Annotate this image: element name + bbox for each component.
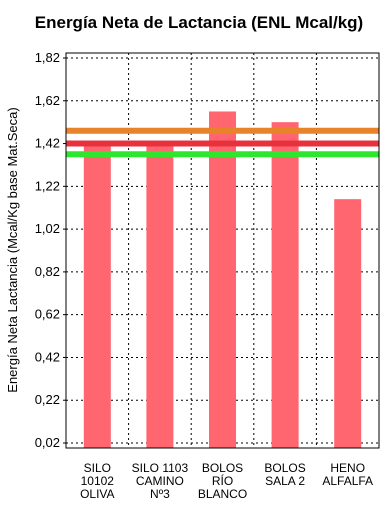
y-tick-label: 1,62 bbox=[35, 93, 60, 108]
y-tick-label: 0,62 bbox=[35, 307, 60, 322]
x-category-label: SALA 2 bbox=[265, 474, 305, 488]
bar bbox=[146, 141, 174, 448]
y-tick-labels: 0,02 0,22 0,42 0,62 0,82 1,02 1,22 1,42 1,62 1,82 bbox=[35, 50, 66, 450]
reference-lines bbox=[66, 127, 379, 158]
x-category-label: Nº3 bbox=[150, 487, 170, 501]
y-tick-label: 0,02 bbox=[35, 435, 60, 450]
bar bbox=[271, 122, 299, 449]
y-tick-label: 0,82 bbox=[35, 264, 60, 279]
bar bbox=[209, 111, 236, 448]
y-axis-label: Energía Neta Lactancia (Mcal/Kg base Mat… bbox=[5, 107, 20, 392]
x-category-label: RÍO bbox=[212, 473, 233, 488]
chart-title: Energía Neta de Lactancia (ENL Mcal/kg) bbox=[35, 13, 363, 32]
x-category-label: HENO bbox=[330, 461, 365, 475]
x-category-label: ALFALFA bbox=[322, 474, 373, 488]
y-tick-label: 1,42 bbox=[35, 136, 60, 151]
x-category-label: CAMINO bbox=[136, 474, 184, 488]
bar bbox=[83, 141, 111, 448]
x-category-label: BOLOS bbox=[202, 461, 243, 475]
x-category-label: SILO bbox=[84, 461, 111, 475]
bars bbox=[83, 111, 362, 449]
x-category-label: OLIVA bbox=[80, 487, 114, 501]
x-category-label: BLANCO bbox=[198, 487, 247, 501]
y-tick-label: 0,42 bbox=[35, 349, 60, 364]
bar bbox=[334, 199, 362, 448]
y-tick-label: 1,82 bbox=[35, 50, 60, 65]
plot-frame bbox=[65, 52, 380, 449]
y-tick-label: 0,22 bbox=[35, 392, 60, 407]
x-category-label: 10102 bbox=[81, 474, 115, 488]
x-category-label: BOLOS bbox=[264, 461, 305, 475]
y-tick-label: 1,02 bbox=[35, 221, 60, 236]
x-category-label: SILO 1103 bbox=[132, 461, 189, 475]
y-tick-label: 1,22 bbox=[35, 178, 60, 193]
